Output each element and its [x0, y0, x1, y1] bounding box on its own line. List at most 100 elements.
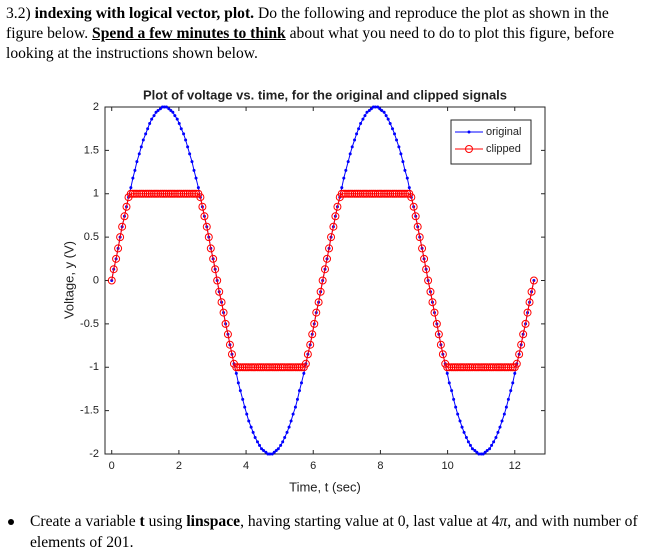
marker: [393, 132, 397, 136]
marker: [278, 363, 287, 372]
legend-label: original: [486, 126, 521, 138]
marker: [303, 350, 312, 359]
marker: [154, 110, 158, 114]
marker: [158, 189, 167, 198]
x-tick-label: 4: [243, 460, 249, 472]
marker: [502, 363, 511, 372]
marker: [276, 447, 280, 451]
marker: [354, 189, 363, 198]
marker: [500, 419, 504, 423]
marker: [424, 276, 433, 285]
marker: [456, 412, 460, 416]
marker: [291, 412, 295, 416]
marker: [183, 189, 192, 198]
marker: [279, 443, 283, 447]
marker: [130, 189, 139, 198]
marker: [257, 363, 266, 372]
marker: [485, 449, 489, 453]
marker: [481, 363, 490, 372]
marker: [182, 132, 186, 136]
marker: [175, 189, 184, 198]
marker: [260, 447, 264, 451]
marker: [411, 212, 420, 221]
marker: [202, 222, 211, 231]
marker: [306, 340, 315, 349]
marker: [485, 363, 494, 372]
marker: [356, 189, 365, 198]
marker: [397, 145, 401, 149]
marker: [392, 189, 401, 198]
marker: [268, 363, 277, 372]
marker: [513, 371, 517, 375]
marker: [512, 359, 521, 368]
marker: [407, 186, 411, 190]
marker: [114, 244, 123, 253]
marker: [154, 189, 163, 198]
marker: [434, 330, 443, 339]
marker: [196, 193, 205, 202]
marker: [145, 189, 154, 198]
x-tick-label: 12: [509, 460, 521, 472]
marker: [348, 152, 352, 156]
marker: [396, 189, 405, 198]
marker: [426, 287, 435, 296]
marker: [170, 189, 179, 198]
marker: [112, 254, 121, 263]
marker: [148, 121, 152, 125]
marker: [126, 189, 135, 198]
marker: [291, 363, 300, 372]
marker: [139, 189, 148, 198]
marker: [458, 419, 462, 423]
marker: [152, 114, 156, 118]
y-tick-label: 2: [93, 101, 99, 113]
marker: [215, 287, 224, 296]
marker: [365, 189, 374, 198]
marker: [209, 254, 218, 263]
marker: [447, 381, 451, 385]
marker: [179, 127, 183, 131]
marker: [135, 160, 139, 164]
marker: [190, 189, 199, 198]
marker: [310, 319, 319, 328]
number: 3.2): [6, 5, 31, 22]
bullet-item: Create a variable t using linspace, havi…: [8, 511, 650, 553]
marker: [495, 363, 504, 372]
marker: [479, 363, 488, 372]
marker: [462, 430, 466, 434]
marker: [295, 397, 299, 401]
marker: [388, 189, 397, 198]
marker: [360, 189, 369, 198]
marker: [438, 350, 447, 359]
marker: [344, 189, 353, 198]
marker: [346, 189, 355, 198]
marker: [329, 222, 338, 231]
marker: [502, 412, 506, 416]
marker: [491, 363, 500, 372]
marker: [386, 117, 390, 121]
text: Create a variable: [30, 513, 136, 530]
marker: [316, 287, 325, 296]
marker: [506, 363, 515, 372]
x-tick-label: 0: [109, 460, 115, 472]
marker: [156, 108, 160, 112]
marker: [466, 440, 470, 444]
marker: [386, 189, 395, 198]
marker: [527, 287, 536, 296]
marker: [496, 430, 500, 434]
marker: [285, 430, 289, 434]
marker: [365, 110, 369, 114]
marker: [353, 138, 357, 142]
marker: [141, 138, 145, 142]
marker: [198, 202, 207, 211]
marker: [293, 405, 297, 409]
marker: [500, 363, 509, 372]
marker: [467, 130, 471, 134]
marker: [251, 363, 260, 372]
marker: [529, 276, 538, 285]
marker: [169, 108, 173, 112]
marker: [375, 189, 384, 198]
marker: [285, 363, 294, 372]
marker: [158, 107, 162, 111]
emphasis: Spend a few minutes to think: [92, 25, 286, 42]
